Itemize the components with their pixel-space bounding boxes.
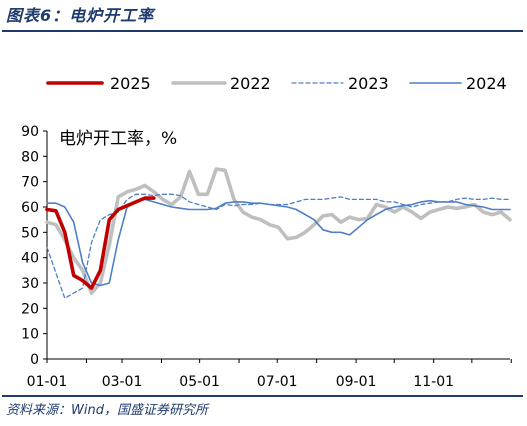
legend-label-2025: 2025 <box>110 74 151 93</box>
figure-title: 图表6：电炉开工率 <box>6 6 155 25</box>
x-tick-label: 01-01 <box>27 374 68 390</box>
legend-label-2022: 2022 <box>230 74 271 93</box>
y-tick-label: 20 <box>21 301 39 317</box>
title-rule <box>2 30 523 32</box>
legend-label-2023: 2023 <box>348 74 389 93</box>
series-line-2023 <box>46 193 511 299</box>
legend-label-2024: 2024 <box>466 74 507 93</box>
y-tick-label: 60 <box>21 200 39 216</box>
y-tick-label: 80 <box>21 149 39 165</box>
x-tick-label: 11-01 <box>413 374 454 390</box>
y-tick-label: 90 <box>21 124 39 140</box>
y-tick-label: 10 <box>21 327 39 343</box>
y-tick-label: 0 <box>30 352 39 368</box>
x-tick-label: 05-01 <box>179 374 220 390</box>
y-tick-label: 30 <box>21 276 39 292</box>
series-line-2022 <box>45 167 512 295</box>
x-tick-label: 09-01 <box>336 374 377 390</box>
y-axis-label: 电炉开工率，% <box>59 129 177 149</box>
series-line-2024 <box>46 198 511 287</box>
y-tick-label: 70 <box>21 175 39 191</box>
source-note: 资料来源：Wind，国盛证券研究所 <box>6 403 208 418</box>
source-rule <box>2 395 523 397</box>
y-tick-label: 40 <box>21 251 39 267</box>
x-tick-label: 03-01 <box>102 374 143 390</box>
series-line-2025 <box>45 196 156 290</box>
x-tick-label: 07-01 <box>257 374 298 390</box>
y-tick-label: 50 <box>21 225 39 241</box>
